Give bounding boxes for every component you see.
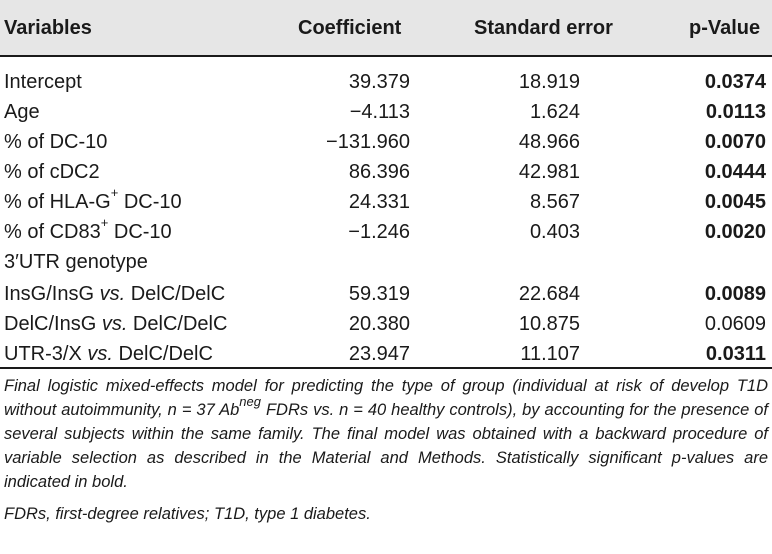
row-coefficient: 23.947	[348, 343, 410, 365]
row-p-value: 0.0045	[704, 191, 766, 213]
row-label: Intercept	[4, 71, 82, 93]
row-coefficient: 24.331	[348, 191, 410, 213]
table-row: % of CD83+ DC-10 −1.246 0.403 0.0020	[0, 215, 772, 247]
header-coefficient: Coefficient	[298, 17, 402, 39]
row-coefficient: −131.960	[326, 131, 410, 153]
row-coefficient: −4.113	[349, 101, 410, 123]
row-p-value: 0.0609	[704, 313, 766, 335]
row-p-value: 0.0311	[705, 343, 766, 365]
table-row: % of DC-10 −131.960 48.966 0.0070	[0, 127, 772, 157]
row-standard-error: 1.624	[529, 101, 580, 123]
row-p-value: 0.0113	[705, 101, 766, 123]
row-coefficient: −1.246	[348, 221, 410, 243]
row-p-value: 0.0444	[704, 161, 766, 183]
row-label: InsG/InsG vs. DelC/DelC	[4, 283, 226, 305]
row-standard-error: 10.875	[518, 313, 580, 335]
row-label: % of HLA-G+ DC-10	[4, 185, 182, 213]
table-footnote: Final logistic mixed-effects model for p…	[4, 374, 768, 494]
table-row: InsG/InsG vs. DelC/DelC 59.319 22.684 0.008…	[0, 279, 772, 309]
table-row: % of cDC2 86.396 42.981 0.0444	[0, 157, 772, 187]
footnote-text-1: Final logistic mixed-effects model for p…	[4, 377, 768, 419]
row-label: % of DC-10	[4, 131, 108, 153]
row-coefficient: 39.379	[348, 71, 410, 93]
row-standard-error: 42.981	[518, 161, 580, 183]
row-standard-error: 48.966	[518, 131, 580, 153]
row-standard-error: 11.107	[520, 343, 580, 365]
row-p-value: 0.0374	[704, 71, 766, 93]
table-row: 3′UTR genotype	[0, 247, 772, 277]
header-p-value: p-Value	[689, 17, 761, 39]
row-label: DelC/InsG vs. DelC/DelC	[4, 313, 228, 335]
row-label: % of cDC2	[4, 161, 100, 183]
row-label: Age	[4, 101, 40, 123]
row-label: 3′UTR genotype	[4, 251, 148, 273]
header-standard-error: Standard error	[474, 17, 613, 39]
table-row: DelC/InsG vs. DelC/DelC 20.380 10.875 0.060…	[0, 309, 772, 339]
footnote-abbreviations: FDRs, first-degree relatives; T1D, type …	[4, 505, 371, 523]
row-label: UTR-3/X vs. DelC/DelC	[4, 343, 213, 365]
row-label: % of CD83+ DC-10	[4, 215, 172, 243]
row-standard-error: 18.919	[518, 71, 580, 93]
row-p-value: 0.0070	[704, 131, 766, 153]
table-row: % of HLA-G+ DC-10 24.331 8.567 0.0045	[0, 185, 772, 217]
regression-table: Variables Coefficient Standard error p-V…	[0, 0, 772, 365]
row-coefficient: 86.396	[348, 161, 410, 183]
table-header: Variables Coefficient Standard error p-V…	[0, 0, 772, 57]
table-row: Age −4.113 1.624 0.0113	[0, 97, 772, 127]
footnote-superscript: neg	[239, 393, 261, 409]
table-row: Intercept 39.379 18.919 0.0374	[0, 67, 772, 97]
table-bottom-rule	[0, 367, 772, 369]
table-row: UTR-3/X vs. DelC/DelC 23.947 11.107 0.0311	[0, 339, 772, 369]
row-standard-error: 0.403	[529, 221, 580, 243]
row-standard-error: 22.684	[518, 283, 580, 305]
row-coefficient: 59.319	[348, 283, 410, 305]
row-standard-error: 8.567	[529, 191, 580, 213]
header-variables: Variables	[4, 17, 92, 39]
row-p-value: 0.0020	[704, 221, 766, 243]
row-p-value: 0.0089	[704, 283, 766, 305]
footnote-text-2: FDRs vs. n = 40 healthy controls), by ac…	[4, 401, 768, 491]
row-coefficient: 20.380	[348, 313, 410, 335]
